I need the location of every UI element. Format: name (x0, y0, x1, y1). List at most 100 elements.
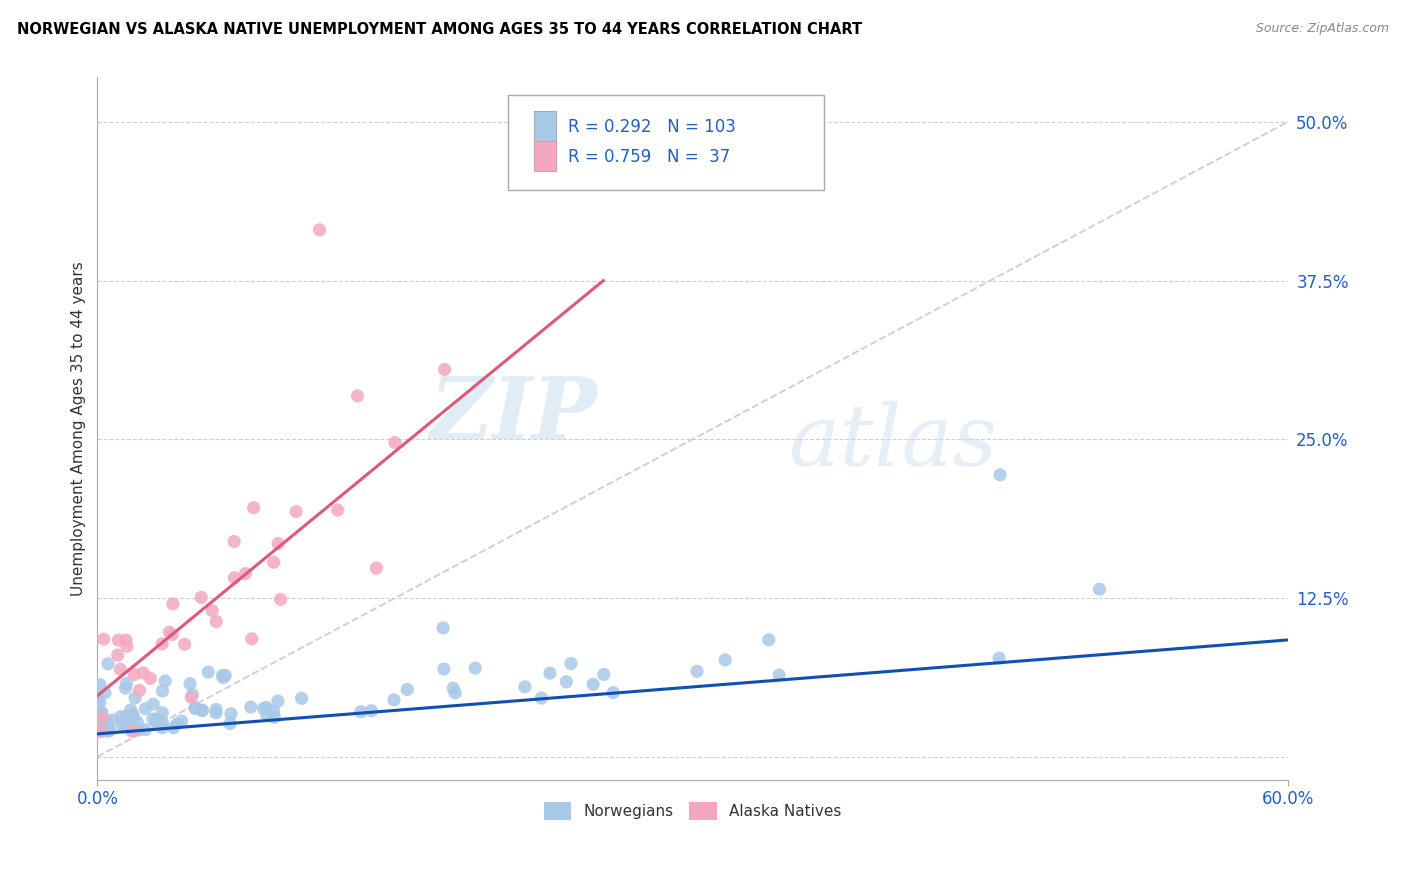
Point (96, 724, 118, 739)
Point (181, 688, 204, 702)
Point (93, 719, 115, 733)
Point (120, 703, 142, 717)
Point (93, 721, 115, 735)
Point (128, 683, 150, 698)
Point (382, 693, 405, 707)
Point (396, 682, 419, 697)
Point (87, 708, 110, 723)
Point (197, 665, 219, 680)
Point (145, 712, 167, 726)
Text: Source: ZipAtlas.com: Source: ZipAtlas.com (1256, 22, 1389, 36)
Point (162, 597, 184, 611)
Point (124, 667, 146, 681)
Point (988, 651, 1011, 665)
Point (170, 714, 193, 728)
Point (988, 467, 1011, 482)
Point (93, 713, 115, 727)
Point (166, 716, 188, 731)
Point (350, 705, 373, 719)
Point (205, 615, 228, 629)
Point (432, 621, 454, 635)
Point (87, 722, 110, 736)
Point (224, 534, 246, 549)
Point (191, 704, 214, 718)
Point (132, 665, 155, 680)
FancyBboxPatch shape (508, 95, 824, 190)
FancyBboxPatch shape (534, 112, 555, 141)
Point (768, 668, 790, 682)
Point (686, 665, 709, 679)
Point (134, 723, 156, 737)
Point (555, 674, 578, 689)
Y-axis label: Unemployment Among Ages 35 to 44 years: Unemployment Among Ages 35 to 44 years (72, 261, 86, 596)
Point (86, 725, 108, 739)
Point (441, 681, 464, 696)
Point (366, 561, 388, 575)
Point (160, 628, 183, 642)
Point (224, 571, 246, 585)
Point (184, 700, 207, 714)
Point (121, 724, 143, 739)
Point (94, 686, 117, 700)
Point (444, 686, 467, 700)
Point (285, 505, 308, 519)
Point (211, 668, 233, 682)
Point (139, 671, 162, 685)
Point (235, 566, 257, 581)
Point (157, 625, 180, 640)
Point (173, 637, 195, 651)
Point (602, 685, 624, 699)
Point (219, 716, 242, 731)
Point (98, 723, 121, 738)
Point (87, 712, 110, 726)
Point (89, 712, 111, 726)
Point (162, 721, 184, 735)
Point (115, 676, 138, 690)
Point (122, 710, 145, 724)
Legend: Norwegians, Alaska Natives: Norwegians, Alaska Natives (540, 797, 846, 824)
Point (114, 681, 136, 695)
Point (513, 680, 536, 694)
Point (150, 706, 173, 720)
Point (93, 723, 115, 738)
Point (145, 715, 167, 730)
Point (90, 724, 112, 739)
Point (124, 690, 146, 705)
Text: R = 0.292   N = 103: R = 0.292 N = 103 (568, 118, 735, 136)
Point (290, 691, 312, 706)
Point (179, 676, 201, 690)
Point (111, 719, 134, 733)
Point (110, 662, 132, 676)
Point (384, 435, 406, 450)
Point (115, 719, 138, 733)
Point (240, 632, 263, 646)
Point (121, 706, 143, 721)
Point (127, 715, 149, 730)
Point (184, 701, 207, 715)
Point (1088, 582, 1111, 596)
Point (267, 694, 290, 708)
Point (117, 721, 139, 735)
Point (89, 696, 111, 710)
Point (101, 713, 124, 727)
Point (205, 702, 228, 716)
Point (90, 723, 112, 737)
Text: ZIP: ZIP (429, 373, 598, 456)
Point (90, 706, 112, 720)
FancyBboxPatch shape (534, 141, 555, 171)
Point (464, 661, 486, 675)
Point (242, 500, 264, 515)
Point (592, 667, 614, 681)
Point (538, 666, 561, 681)
Point (115, 708, 138, 723)
Point (152, 684, 174, 698)
Point (112, 714, 135, 729)
Point (94, 714, 117, 728)
Point (201, 604, 224, 618)
Point (115, 639, 138, 653)
Point (87, 690, 110, 705)
Point (263, 710, 285, 724)
Point (134, 702, 156, 716)
Point (758, 632, 780, 647)
Point (214, 668, 236, 682)
